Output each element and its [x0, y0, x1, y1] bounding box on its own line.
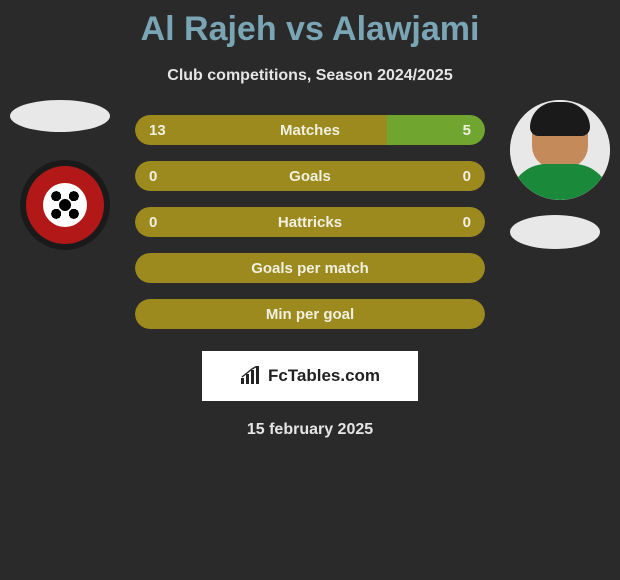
stat-value-left: 13 [149, 122, 166, 139]
branding-box: FcTables.com [202, 351, 418, 401]
stat-value-right: 0 [463, 168, 471, 185]
stat-row: 0 0 Hattricks [135, 207, 485, 237]
stat-bars: 13 5 Matches 0 0 Goals 0 0 Hattricks Goals per ma… [135, 115, 485, 329]
stat-label: Min per goal [266, 306, 354, 323]
bar-chart-icon [240, 366, 262, 386]
stat-row: 0 0 Goals [135, 161, 485, 191]
stat-label: Goals per match [251, 260, 369, 277]
page-subtitle: Club competitions, Season 2024/2025 [0, 67, 620, 85]
stat-label: Hattricks [278, 214, 342, 231]
football-icon [43, 183, 87, 227]
stat-value-left: 0 [149, 214, 157, 231]
club-left-badge [20, 160, 110, 250]
stat-row: 13 5 Matches [135, 115, 485, 145]
stat-label: Goals [289, 168, 331, 185]
stat-value-left: 0 [149, 168, 157, 185]
comparison-panel: 13 5 Matches 0 0 Goals 0 0 Hattricks Goals per ma… [0, 115, 620, 439]
player-left-avatar [10, 100, 110, 132]
branding-text: FcTables.com [268, 366, 380, 386]
stat-row: Goals per match [135, 253, 485, 283]
footer-date: 15 february 2025 [0, 421, 620, 439]
stat-label: Matches [280, 122, 340, 139]
player-right-avatar [510, 100, 610, 200]
stat-row: Min per goal [135, 299, 485, 329]
stat-value-right: 0 [463, 214, 471, 231]
stat-fill-left [135, 115, 387, 145]
page-title: Al Rajeh vs Alawjami [0, 0, 620, 49]
club-right-badge [510, 215, 600, 249]
stat-value-right: 5 [463, 122, 471, 139]
